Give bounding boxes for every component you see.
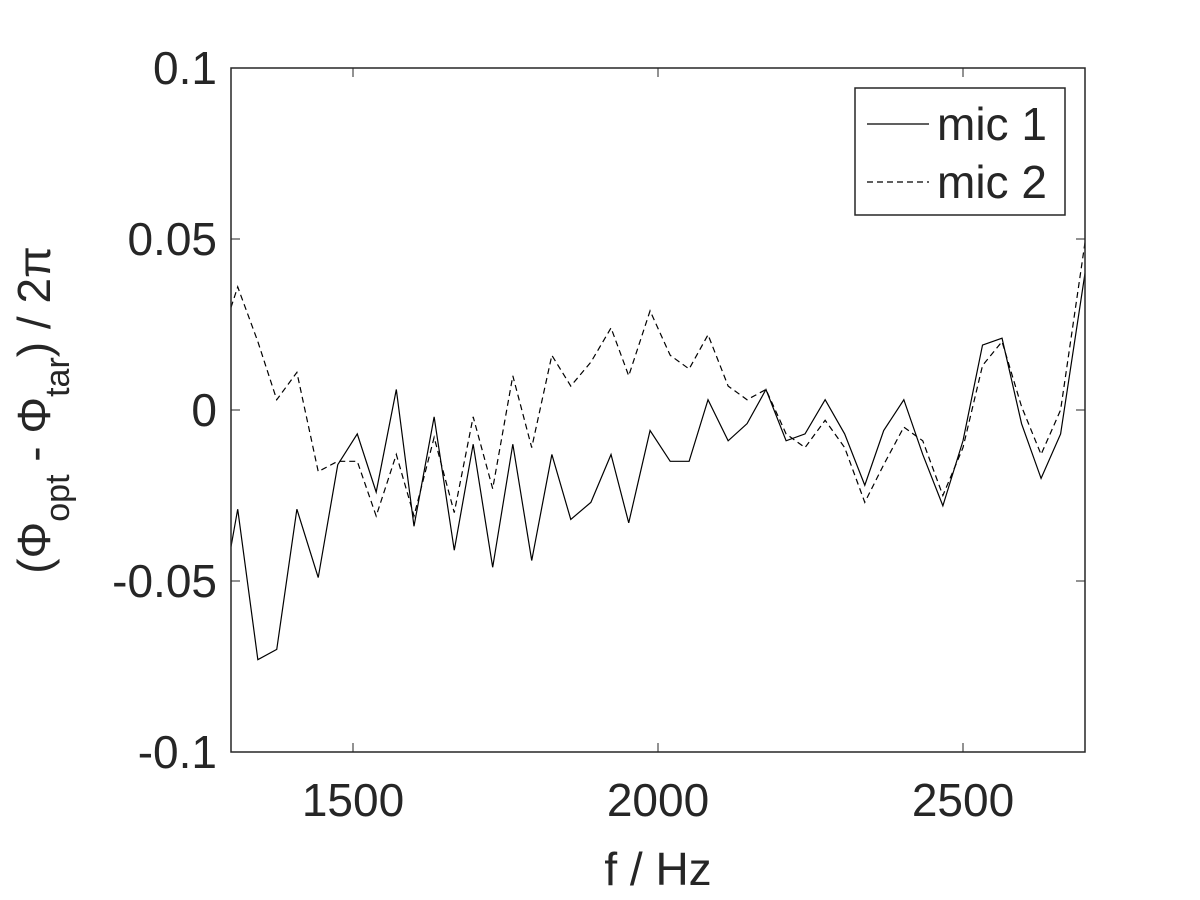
y-tick-label: 0.05 — [127, 213, 217, 265]
series-line — [231, 242, 1085, 519]
y-axis-label-part: ) / 2π — [8, 246, 60, 357]
x-tick-label: 2500 — [912, 774, 1014, 826]
x-tick-label: 1500 — [302, 774, 404, 826]
y-tick-label: 0.1 — [153, 42, 217, 94]
y-tick-label: 0 — [191, 384, 217, 436]
plot-frame — [230, 67, 1086, 753]
y-axis-label-part: (Φ — [8, 522, 60, 574]
y-axis-label: (Φopt - Φtar) / 2π — [8, 246, 77, 574]
y-axis-label-part: tar — [39, 357, 77, 397]
legend-box — [854, 87, 1066, 216]
y-axis-label-part: - Φ — [8, 397, 60, 475]
y-tick-label: -0.1 — [138, 726, 217, 778]
y-tick-label: -0.05 — [112, 555, 217, 607]
legend-label: mic 2 — [937, 156, 1047, 208]
legend-label: mic 1 — [937, 98, 1047, 150]
y-axis-label-part: opt — [39, 474, 77, 522]
x-axis-label: f / Hz — [604, 843, 711, 895]
x-tick-label: 2000 — [607, 774, 709, 826]
series-line — [231, 273, 1085, 661]
